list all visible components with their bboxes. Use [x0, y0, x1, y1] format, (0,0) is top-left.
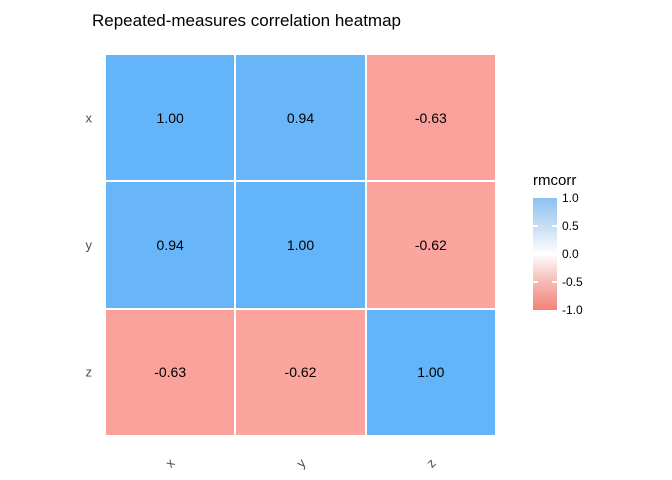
legend-colorbar	[533, 198, 557, 310]
x-axis-label: x	[162, 455, 178, 471]
cell-value: -0.62	[284, 364, 317, 381]
heatmap-cell: 1.00	[106, 55, 235, 181]
legend-tick-label: 0.5	[562, 219, 579, 233]
cell-value: 1.00	[286, 236, 315, 253]
cell-value: 1.00	[156, 109, 184, 126]
x-axis-label: z	[423, 455, 439, 471]
heatmap-cell: -0.63	[106, 309, 235, 435]
cell-value: -0.63	[154, 364, 187, 381]
legend-tick-label: -0.5	[562, 275, 583, 289]
chart-title: Repeated-measures correlation heatmap	[92, 11, 402, 30]
heatmap-cell: -0.62	[236, 309, 365, 435]
cell-value: -0.63	[414, 109, 447, 126]
heatmap-panel: 1.00 0.94 -0.63 0.94 1.00 -0.62 -0.63 -0.62 1.00	[106, 55, 495, 435]
cell-value: 0.94	[286, 109, 315, 126]
x-axis-label: y	[292, 455, 309, 471]
legend-tick-label: -1.0	[562, 303, 583, 317]
y-axis-label: z	[85, 364, 93, 380]
legend-tick-label: 0.0	[562, 247, 579, 261]
heatmap-cell: 0.94	[106, 182, 235, 308]
legend-tick-mark	[552, 281, 557, 283]
cell-value: -0.62	[414, 236, 447, 253]
heatmap-cell: 1.00	[366, 309, 495, 435]
legend-tick-label: 1.0	[562, 191, 579, 205]
heatmap-cell: 1.00	[236, 182, 365, 308]
cell-value: 1.00	[417, 364, 445, 381]
cell-value: 0.94	[156, 236, 184, 253]
legend-tick-mark	[533, 225, 538, 227]
legend-tick-mark	[552, 253, 557, 255]
heatmap-cell: 0.94	[236, 55, 365, 181]
legend-tick-mark	[552, 225, 557, 227]
heatmap-cell: -0.63	[366, 55, 495, 181]
y-axis-label: x	[85, 110, 93, 126]
legend-tick-mark	[533, 253, 538, 255]
heatmap-cell: -0.62	[366, 182, 495, 308]
y-axis-label: y	[85, 237, 93, 253]
legend-tick-mark	[533, 281, 538, 283]
legend-title: rmcorr	[533, 172, 577, 189]
